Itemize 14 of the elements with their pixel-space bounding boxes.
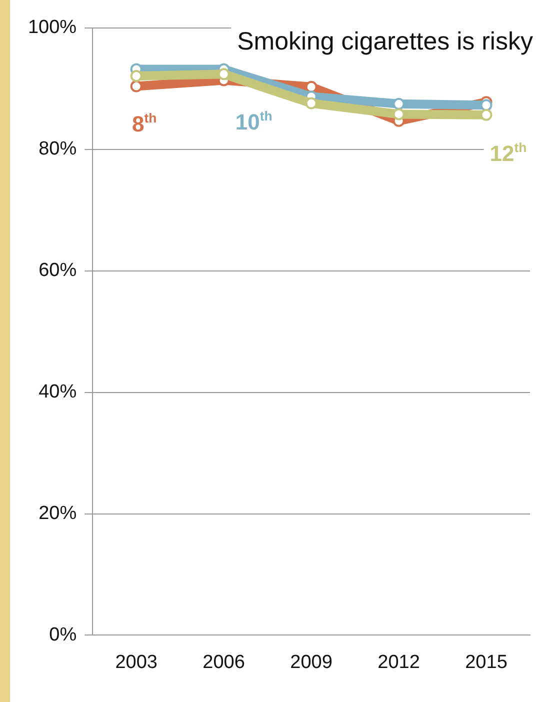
x-tick-label: 2009 bbox=[290, 652, 332, 673]
y-tick-label: 60% bbox=[38, 260, 77, 282]
x-tick-label: 2003 bbox=[115, 652, 158, 673]
x-tick-label: 2006 bbox=[202, 652, 245, 673]
point bbox=[305, 97, 318, 110]
y-tick-label: 40% bbox=[38, 382, 77, 403]
x-tick-label: 2012 bbox=[378, 652, 420, 673]
y-tick-label: 80% bbox=[38, 138, 77, 160]
y-tick-label: 100% bbox=[28, 17, 77, 38]
point bbox=[130, 80, 142, 92]
chart-title: Smoking cigarettes is risky bbox=[237, 27, 534, 56]
y-tick-label: 0% bbox=[49, 624, 77, 646]
x-tick-label: 2015 bbox=[465, 652, 508, 673]
y-tick-label: 20% bbox=[38, 502, 77, 524]
